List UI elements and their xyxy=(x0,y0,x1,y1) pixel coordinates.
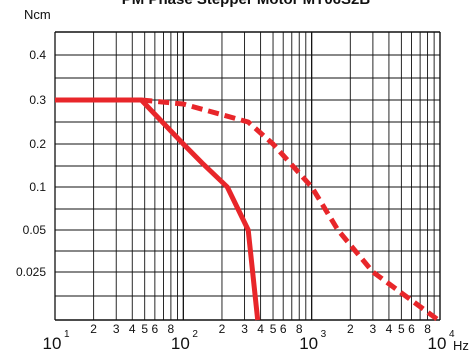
y-tick-label: 0.3 xyxy=(29,93,46,107)
x-minor-tick-label: 2 xyxy=(90,322,97,336)
x-minor-tick-label: 4 xyxy=(386,322,393,336)
x-minor-tick-label: 3 xyxy=(241,322,248,336)
x-minor-tick-label: 5 xyxy=(141,322,148,336)
x-minor-tick-label: 8 xyxy=(168,322,175,336)
y-tick-label: 0.2 xyxy=(29,137,46,151)
x-major-tick-base: 10 xyxy=(299,334,318,353)
x-major-tick-base: 10 xyxy=(171,334,190,353)
x-major-tick-exponent: 4 xyxy=(449,329,455,340)
x-minor-tick-label: 8 xyxy=(296,322,303,336)
x-minor-tick-label: 5 xyxy=(398,322,405,336)
x-major-tick-exponent: 1 xyxy=(64,329,70,340)
x-minor-tick-label: 8 xyxy=(424,322,431,336)
x-major-tick-exponent: 2 xyxy=(192,329,198,340)
y-tick-label: 0.1 xyxy=(29,180,46,194)
grid xyxy=(54,31,441,321)
x-axis-label: Hz xyxy=(453,338,469,353)
x-minor-tick-label: 3 xyxy=(370,322,377,336)
x-minor-tick-label: 6 xyxy=(280,322,287,336)
x-major-tick-label: 10 1 xyxy=(43,329,70,353)
x-major-tick-label: 10 3 xyxy=(299,329,326,353)
y-tick-label: 0.4 xyxy=(29,48,46,62)
y-tick-label: 0.05 xyxy=(23,223,47,237)
x-major-tick-base: 10 xyxy=(43,334,62,353)
x-major-tick-label: 10 4 xyxy=(428,329,455,353)
x-tick-labels: 10 1 10 2 10 3 10 42 3 4 5 6 8 2 3 4 5 6 8 2 3 4 5 6 8 xyxy=(43,322,455,353)
series-group xyxy=(55,97,440,323)
x-minor-tick-label: 6 xyxy=(408,322,415,336)
x-major-tick-exponent: 3 xyxy=(321,329,327,340)
y-tick-label: 0.025 xyxy=(16,265,46,279)
x-minor-tick-label: 3 xyxy=(113,322,120,336)
y-axis-label: Ncm xyxy=(24,7,51,22)
x-minor-tick-label: 2 xyxy=(347,322,354,336)
x-minor-tick-label: 5 xyxy=(270,322,277,336)
x-major-tick-label: 10 2 xyxy=(171,329,198,353)
dashed-curve xyxy=(141,97,440,323)
x-major-tick-base: 10 xyxy=(428,334,447,353)
solid-curve xyxy=(55,97,261,321)
x-minor-tick-label: 2 xyxy=(219,322,226,336)
chart-title: PM Phase Stepper Motor MT06S2B xyxy=(122,0,371,8)
x-minor-tick-label: 6 xyxy=(152,322,159,336)
x-minor-tick-label: 4 xyxy=(129,322,136,336)
x-minor-tick-label: 4 xyxy=(257,322,264,336)
y-tick-labels: 0.4 0.3 0.2 0.1 0.05 0.025 xyxy=(16,48,46,279)
